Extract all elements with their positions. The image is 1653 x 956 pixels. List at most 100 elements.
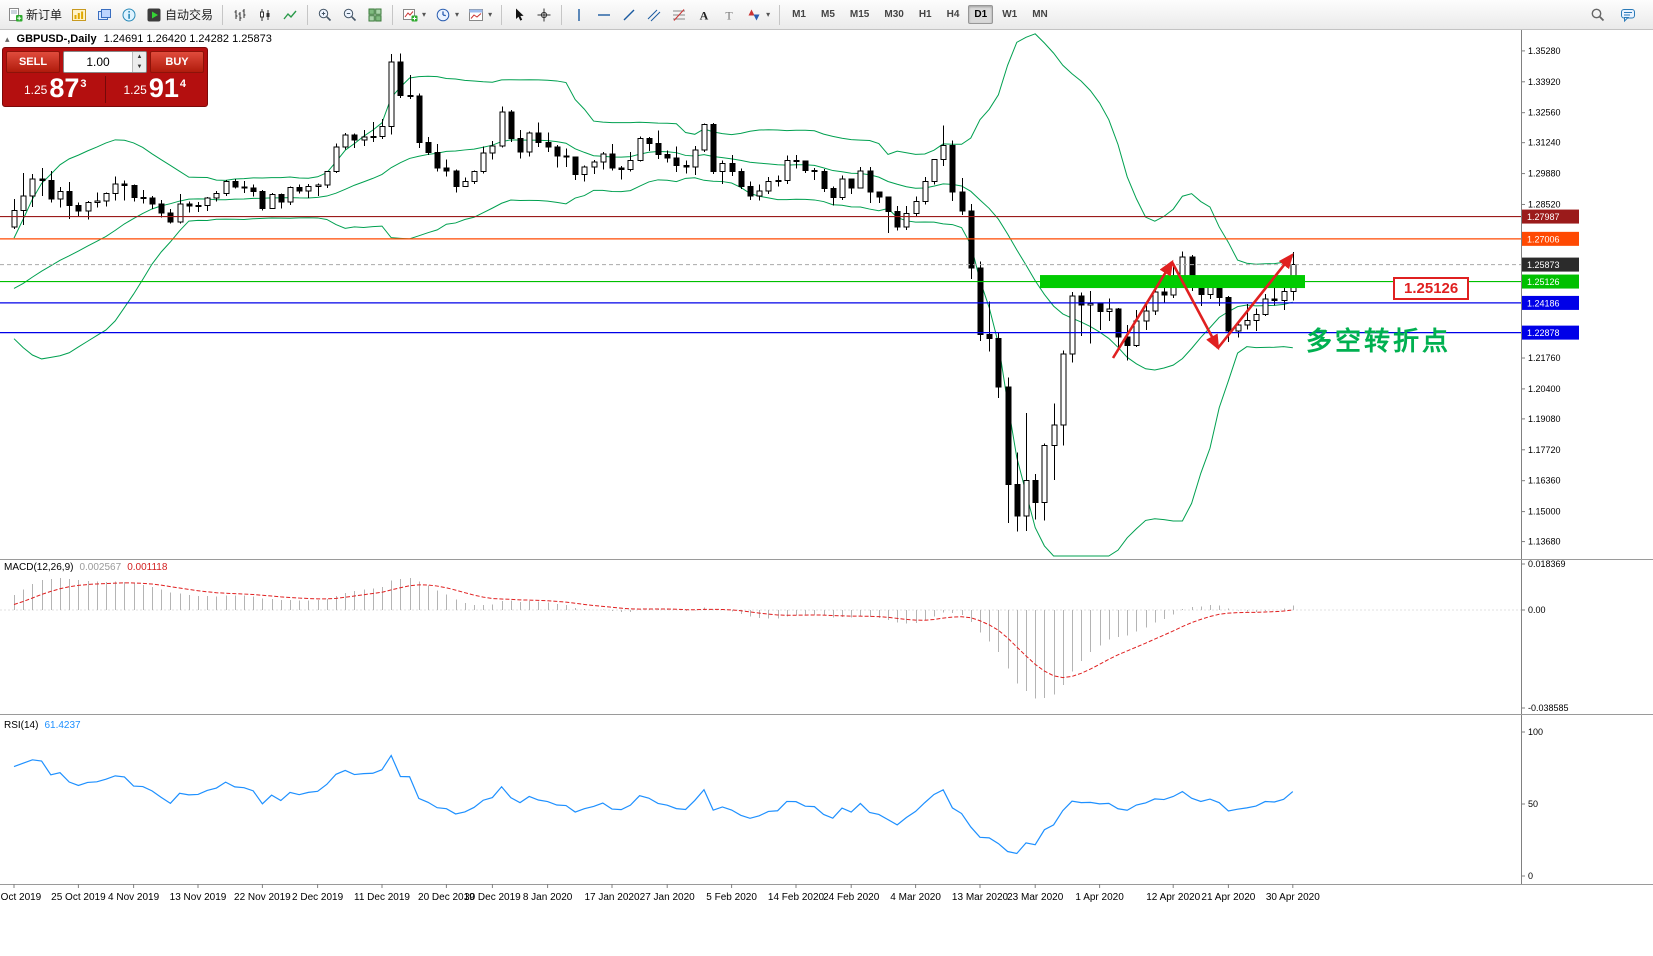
candlestick-chart-button[interactable]: [253, 2, 277, 28]
zoom-in-icon: [317, 7, 333, 23]
crosshair-button[interactable]: [532, 2, 556, 28]
trend-arrow[interactable]: [1216, 252, 1294, 349]
time-axis-label: 27 Jan 2020: [640, 892, 695, 903]
candle-body: [177, 203, 184, 223]
buy-button[interactable]: BUY: [150, 51, 204, 73]
trendline-button[interactable]: [617, 2, 641, 28]
candle-body: [287, 187, 294, 203]
candle-body: [315, 184, 322, 188]
bar-chart-button[interactable]: [228, 2, 252, 28]
template-button[interactable]: ▾: [464, 2, 496, 28]
price-callout-box[interactable]: 1.25126: [1393, 277, 1470, 300]
candle-body: [517, 138, 524, 153]
lot-size-box: ▲ ▼: [63, 51, 147, 73]
label-button[interactable]: T: [717, 2, 741, 28]
arrows-button[interactable]: ▾: [742, 2, 774, 28]
sell-price[interactable]: 1.25 87 3: [6, 75, 106, 103]
price-tag[interactable]: [1522, 274, 1579, 289]
candle-body: [683, 164, 690, 168]
arrows-icon: [746, 7, 762, 23]
vertical-line-button[interactable]: [567, 2, 591, 28]
pivot-annotation-text[interactable]: 多空转折点: [1306, 326, 1452, 356]
timeframe-m5-button[interactable]: M5: [821, 9, 835, 20]
data-window-button[interactable]: [117, 2, 141, 28]
candle-body: [535, 132, 542, 144]
timeframe-d1-button[interactable]: D1: [968, 5, 994, 24]
lot-increment-button[interactable]: ▲: [133, 52, 146, 62]
profiles-button[interactable]: [92, 2, 116, 28]
price-tag-label: 1.24186: [1527, 298, 1560, 308]
chat-button[interactable]: [1616, 2, 1642, 28]
candle-body: [885, 196, 892, 212]
rsi-line: [13, 754, 1294, 855]
zoom-in-button[interactable]: [313, 2, 337, 28]
candle-body: [425, 141, 432, 154]
period-button[interactable]: ▾: [431, 2, 463, 28]
zoom-out-icon: [342, 7, 358, 23]
sell-button[interactable]: SELL: [6, 51, 60, 73]
price-tag[interactable]: [1522, 257, 1579, 272]
chart-window-button[interactable]: [67, 2, 91, 28]
timeframe-h1-button[interactable]: H1: [918, 9, 932, 20]
time-axis-label: 2 Dec 2019: [292, 892, 344, 903]
candle-body: [1041, 445, 1048, 503]
symbol-header: ▴ GBPUSD-,Daily 1.24691 1.26420 1.24282 …: [5, 33, 272, 45]
sell-price-pip: 3: [80, 78, 87, 90]
rsi-axis-tick: 50: [1528, 799, 1538, 809]
candle-body: [1281, 291, 1288, 301]
new-order-button[interactable]: 新订单: [3, 2, 66, 28]
line-chart-button[interactable]: [278, 2, 302, 28]
zoom-out-button[interactable]: [338, 2, 362, 28]
trend-arrows[interactable]: [1111, 252, 1294, 359]
new-order-label: 新订单: [26, 8, 63, 22]
lot-size-input[interactable]: [64, 52, 132, 72]
horizontal-line-button[interactable]: [592, 2, 616, 28]
autotrading-button[interactable]: 自动交易: [142, 2, 217, 28]
search-button[interactable]: [1586, 2, 1610, 28]
candle-body: [1097, 303, 1104, 313]
candle-body: [11, 210, 18, 228]
trend-arrow[interactable]: [1170, 261, 1220, 351]
timeframe-m15-button[interactable]: M15: [849, 9, 870, 20]
timeframe-mn-button[interactable]: MN: [1032, 9, 1048, 20]
new-chart-button[interactable]: ▾: [398, 2, 430, 28]
candle-body: [1124, 336, 1131, 346]
macd-indicator-label: MACD(12,26,9) 0.002567 0.001118: [4, 562, 167, 573]
price-tag[interactable]: [1522, 231, 1579, 246]
lot-decrement-button[interactable]: ▼: [133, 62, 146, 72]
timeframe-m30-button[interactable]: M30: [884, 9, 904, 20]
timeframe-m1-button[interactable]: M1: [792, 9, 806, 20]
trend-arrow[interactable]: [1111, 259, 1174, 359]
candle-body: [39, 178, 46, 181]
candle-body: [471, 170, 478, 183]
timeframe-h4-button[interactable]: H4: [946, 9, 960, 20]
timeframe-w1-button[interactable]: W1: [1002, 9, 1018, 20]
one-click-collapse-icon[interactable]: ▴: [5, 33, 10, 44]
cursor-icon: [511, 7, 527, 23]
chart-canvas[interactable]: 1.35280 1.33920 1.32560 1.31240 1.29880 1.285…: [0, 30, 1653, 956]
toolbar-separator: [779, 4, 781, 25]
text-button[interactable]: A: [692, 2, 716, 28]
fibonacci-button[interactable]: [667, 2, 691, 28]
support-zone-rectangle[interactable]: [1040, 275, 1305, 289]
candle-body: [765, 181, 772, 192]
candle-body: [397, 61, 404, 96]
candle-body: [204, 197, 211, 206]
channel-button[interactable]: [642, 2, 666, 28]
time-axis-label: 4 Mar 2020: [890, 892, 941, 903]
candle-body: [1032, 480, 1039, 503]
candle-body: [462, 181, 469, 187]
tile-windows-button[interactable]: [363, 2, 387, 28]
price-tag[interactable]: [1522, 325, 1579, 340]
candle-body: [738, 171, 745, 188]
price-tag[interactable]: [1522, 209, 1579, 224]
price-tag-label: 1.27987: [1527, 212, 1560, 222]
candle-body: [103, 193, 110, 202]
buy-price[interactable]: 1.25 91 4: [106, 75, 205, 103]
candle-body: [149, 197, 156, 205]
candle-body: [719, 163, 726, 172]
cursor-button[interactable]: [507, 2, 531, 28]
price-tag[interactable]: [1522, 295, 1579, 310]
candle-body: [664, 153, 671, 159]
